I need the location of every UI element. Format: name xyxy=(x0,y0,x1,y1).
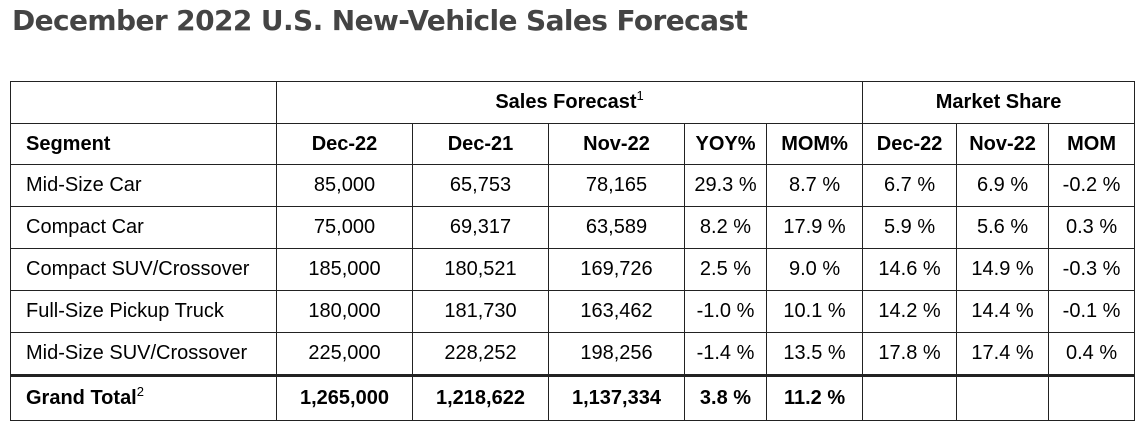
table-cell: 65,753 xyxy=(412,164,549,207)
column-header-share-dec-22: Dec-22 xyxy=(862,123,958,165)
table-cell: 5.9 % xyxy=(862,206,958,249)
sales-forecast-label: Sales Forecast xyxy=(495,91,637,113)
table-cell: 163,462 xyxy=(548,290,685,333)
table-row: Mid-Size SUV/Crossover 225,000 228,252 1… xyxy=(10,332,1136,376)
table-cell: 6.7 % xyxy=(862,164,958,207)
segment-cell: Full-Size Pickup Truck xyxy=(10,290,277,333)
table-cell: 17.8 % xyxy=(862,332,958,376)
column-header-share-mom: MOM xyxy=(1048,123,1136,165)
table-cell: 14.6 % xyxy=(862,248,958,291)
table-cell: -1.0 % xyxy=(684,290,767,333)
table-cell: 198,256 xyxy=(548,332,685,376)
table-cell: 225,000 xyxy=(276,332,413,376)
column-header-share-nov-22: Nov-22 xyxy=(956,123,1050,165)
sales-forecast-group-header: Sales Forecast1 xyxy=(275,81,864,124)
column-header-segment: Segment xyxy=(10,123,277,165)
table-cell: 2.5 % xyxy=(684,248,767,291)
table-cell: 63,589 xyxy=(548,206,685,249)
table-cell: 0.3 % xyxy=(1048,206,1136,249)
sales-forecast-table: Sales Forecast1 Market Share Segment Dec… xyxy=(10,81,1136,421)
total-cell: 1,218,622 xyxy=(412,374,549,421)
table-row: Compact SUV/Crossover 185,000 180,521 16… xyxy=(10,248,1136,291)
table-cell: 14.9 % xyxy=(956,248,1050,291)
column-header-row: Segment Dec-22 Dec-21 Nov-22 YOY% MOM% D… xyxy=(10,123,1136,165)
column-header-dec-21: Dec-21 xyxy=(412,123,549,165)
grand-total-label: Grand Total xyxy=(26,387,137,409)
table-row: Mid-Size Car 85,000 65,753 78,165 29.3 %… xyxy=(10,164,1136,207)
table-cell: -0.1 % xyxy=(1048,290,1136,333)
table-row: Full-Size Pickup Truck 180,000 181,730 1… xyxy=(10,290,1136,333)
table-cell: 29.3 % xyxy=(684,164,767,207)
table-cell: 14.2 % xyxy=(862,290,958,333)
table-cell: 0.4 % xyxy=(1048,332,1136,376)
table-cell: 169,726 xyxy=(548,248,685,291)
footnote-marker: 2 xyxy=(136,384,144,399)
grand-total-label-cell: Grand Total2 xyxy=(10,374,277,421)
table-row: Compact Car 75,000 69,317 63,589 8.2 % 1… xyxy=(10,206,1136,249)
table-cell: 185,000 xyxy=(276,248,413,291)
column-header-mom-pct: MOM% xyxy=(765,123,864,165)
column-header-nov-22: Nov-22 xyxy=(548,123,685,165)
page-title: December 2022 U.S. New-Vehicle Sales For… xyxy=(12,4,748,37)
table-cell: 5.6 % xyxy=(956,206,1050,249)
segment-cell: Mid-Size SUV/Crossover xyxy=(10,332,277,376)
table-cell: 10.1 % xyxy=(765,290,864,333)
table-cell: 17.9 % xyxy=(765,206,864,249)
table-cell: 180,521 xyxy=(412,248,549,291)
segment-cell: Mid-Size Car xyxy=(10,164,277,207)
table-cell: 69,317 xyxy=(412,206,549,249)
table-cell: -0.2 % xyxy=(1048,164,1136,207)
empty-header-cell xyxy=(10,81,277,124)
segment-cell: Compact Car xyxy=(10,206,277,249)
table-cell: 85,000 xyxy=(276,164,413,207)
footnote-marker: 1 xyxy=(636,88,644,103)
segment-cell: Compact SUV/Crossover xyxy=(10,248,277,291)
table-cell: -0.3 % xyxy=(1048,248,1136,291)
table-cell: 78,165 xyxy=(548,164,685,207)
table-cell: -1.4 % xyxy=(684,332,767,376)
table-cell: 181,730 xyxy=(412,290,549,333)
table-cell: 17.4 % xyxy=(956,332,1050,376)
table-cell: 180,000 xyxy=(276,290,413,333)
total-cell xyxy=(862,374,958,421)
table-cell: 8.7 % xyxy=(765,164,864,207)
column-header-dec-22: Dec-22 xyxy=(276,123,413,165)
total-cell xyxy=(1048,374,1136,421)
table-cell: 8.2 % xyxy=(684,206,767,249)
table-cell: 75,000 xyxy=(276,206,413,249)
table-cell: 228,252 xyxy=(412,332,549,376)
total-cell xyxy=(956,374,1050,421)
table-cell: 14.4 % xyxy=(956,290,1050,333)
total-cell: 1,137,334 xyxy=(548,374,685,421)
total-cell: 3.8 % xyxy=(684,374,767,421)
table-cell: 13.5 % xyxy=(765,332,864,376)
group-header-row: Sales Forecast1 Market Share xyxy=(10,81,1136,124)
column-header-yoy: YOY% xyxy=(684,123,767,165)
total-cell: 1,265,000 xyxy=(276,374,413,421)
total-cell: 11.2 % xyxy=(765,374,864,421)
table-cell: 9.0 % xyxy=(765,248,864,291)
table-cell: 6.9 % xyxy=(956,164,1050,207)
grand-total-row: Grand Total2 1,265,000 1,218,622 1,137,3… xyxy=(10,374,1136,421)
market-share-group-header: Market Share xyxy=(862,81,1136,124)
